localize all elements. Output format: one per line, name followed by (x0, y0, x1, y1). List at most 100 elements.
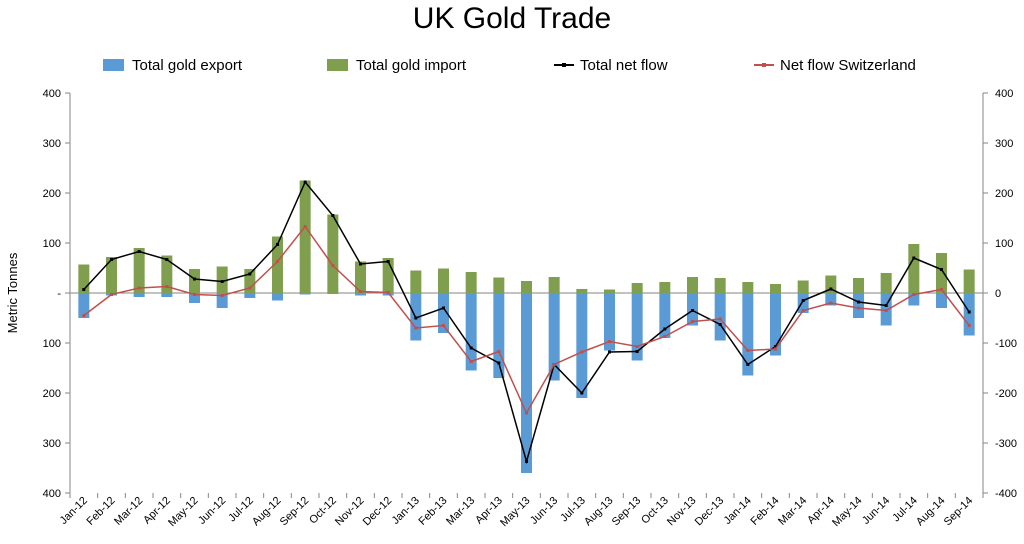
y-tick-label-left: 400 (43, 488, 61, 500)
point-total-net-flow (193, 277, 196, 281)
point-total-net-flow (414, 316, 418, 320)
point-net-flow-switzerland (691, 320, 694, 323)
y-axis-title: Metric Tonnes (5, 252, 20, 333)
bar-total-gold-export (908, 293, 920, 306)
point-total-net-flow (857, 300, 860, 304)
bar-total-gold-import (272, 236, 283, 293)
y-tick-label-right: -200 (995, 388, 1017, 400)
point-total-net-flow (303, 180, 307, 184)
y-tick-label-left: 200 (43, 388, 61, 400)
y-tick-label-right: 400 (995, 88, 1013, 100)
bar-total-gold-export (78, 293, 90, 318)
bar-total-gold-import (244, 269, 256, 293)
bar-total-gold-export (272, 293, 283, 301)
x-tick-label: Feb-12 (84, 495, 117, 528)
legend-item-import: Total gold import (327, 57, 466, 74)
y-tick-label-left: 300 (43, 438, 61, 450)
point-total-net-flow (884, 304, 888, 307)
x-tick-label: Jan-13 (390, 495, 422, 527)
point-net-flow-switzerland (414, 326, 418, 330)
point-total-net-flow (165, 258, 169, 261)
point-total-net-flow (912, 256, 916, 260)
point-net-flow-switzerland (635, 345, 639, 348)
bar-total-gold-export (548, 293, 560, 381)
x-tick-label: Jun-13 (528, 495, 560, 527)
point-total-net-flow (137, 250, 141, 253)
y-tick-label-right: -100 (995, 338, 1017, 350)
point-total-net-flow (718, 323, 722, 326)
bar-total-gold-import (299, 180, 311, 293)
bar-total-gold-import (410, 270, 422, 293)
bar-total-gold-export (714, 293, 726, 341)
bar-total-gold-export (853, 293, 864, 318)
y-tick-label-right: 200 (995, 188, 1013, 200)
y-tick-label-left: 200 (43, 188, 61, 200)
legend-item-net-flow: Total net flow (554, 57, 668, 74)
point-net-flow-switzerland (608, 340, 611, 343)
point-net-flow-switzerland (193, 293, 196, 296)
point-total-net-flow (359, 262, 362, 266)
bar-total-gold-export (631, 293, 643, 361)
point-total-net-flow (525, 460, 528, 463)
point-total-net-flow (608, 350, 611, 354)
bar-total-gold-export (604, 293, 615, 351)
point-total-net-flow (663, 327, 667, 331)
point-net-flow-switzerland (857, 306, 860, 310)
bar-total-gold-import (825, 275, 837, 293)
bar-total-gold-export (244, 293, 256, 298)
point-total-net-flow (110, 258, 113, 261)
x-tick-label: Feb-14 (748, 495, 781, 528)
point-net-flow-switzerland (718, 317, 722, 321)
x-tick-label: Mar-14 (776, 495, 809, 528)
point-net-flow-switzerland (303, 225, 307, 228)
bar-total-gold-import (133, 248, 145, 293)
x-tick-label: Nov-12 (333, 495, 367, 529)
point-total-net-flow (801, 299, 805, 302)
y-tick-label-left: - (57, 288, 61, 300)
point-total-net-flow (940, 268, 943, 271)
x-tick-label: Sep-12 (278, 495, 312, 529)
bar-total-gold-export (576, 293, 588, 398)
point-net-flow-switzerland (469, 360, 473, 363)
point-total-net-flow (829, 287, 833, 291)
point-total-net-flow (82, 288, 86, 291)
point-net-flow-switzerland (552, 363, 556, 366)
x-tick-label: Sep-14 (942, 495, 976, 529)
x-tick-label: Mar-13 (444, 495, 477, 528)
point-total-net-flow (276, 243, 279, 246)
point-net-flow-switzerland (774, 347, 777, 351)
bar-total-gold-export (327, 293, 339, 294)
x-tick-label: Sep-13 (610, 495, 644, 529)
bar-total-gold-export (963, 293, 975, 336)
bar-total-gold-import (714, 278, 726, 293)
y-tick-label-right: 100 (995, 238, 1013, 250)
x-tick-label: Aug-14 (914, 495, 948, 529)
bar-total-gold-import (880, 273, 892, 293)
point-total-net-flow (497, 361, 501, 365)
legend-swatch-import (327, 59, 348, 71)
bar-total-gold-export (355, 293, 366, 296)
x-tick-label: Aug-12 (250, 495, 284, 529)
point-total-net-flow (331, 214, 335, 217)
legend-item-export: Total gold export (103, 57, 242, 74)
bar-total-gold-export (438, 293, 449, 333)
bar-total-gold-import (963, 269, 975, 293)
y-tick-label-right: 0 (995, 288, 1001, 300)
bar-total-gold-export (797, 293, 809, 313)
bar-total-gold-import (438, 268, 449, 293)
x-tick-label: Dec-13 (693, 495, 727, 529)
bar-total-gold-import (604, 289, 615, 293)
point-total-net-flow (442, 306, 445, 310)
bar-total-gold-export (770, 293, 781, 356)
point-net-flow-switzerland (165, 285, 169, 288)
bar-total-gold-import (770, 284, 781, 293)
point-total-net-flow (386, 260, 390, 263)
bar-total-gold-export (216, 293, 228, 308)
legend-swatch-net-flow (554, 59, 574, 71)
point-net-flow-switzerland (386, 291, 390, 294)
legend-label-import: Total gold import (356, 57, 467, 74)
bar-total-gold-import (382, 258, 394, 293)
x-tick-label: Dec-12 (361, 495, 395, 529)
point-net-flow-switzerland (442, 324, 445, 327)
